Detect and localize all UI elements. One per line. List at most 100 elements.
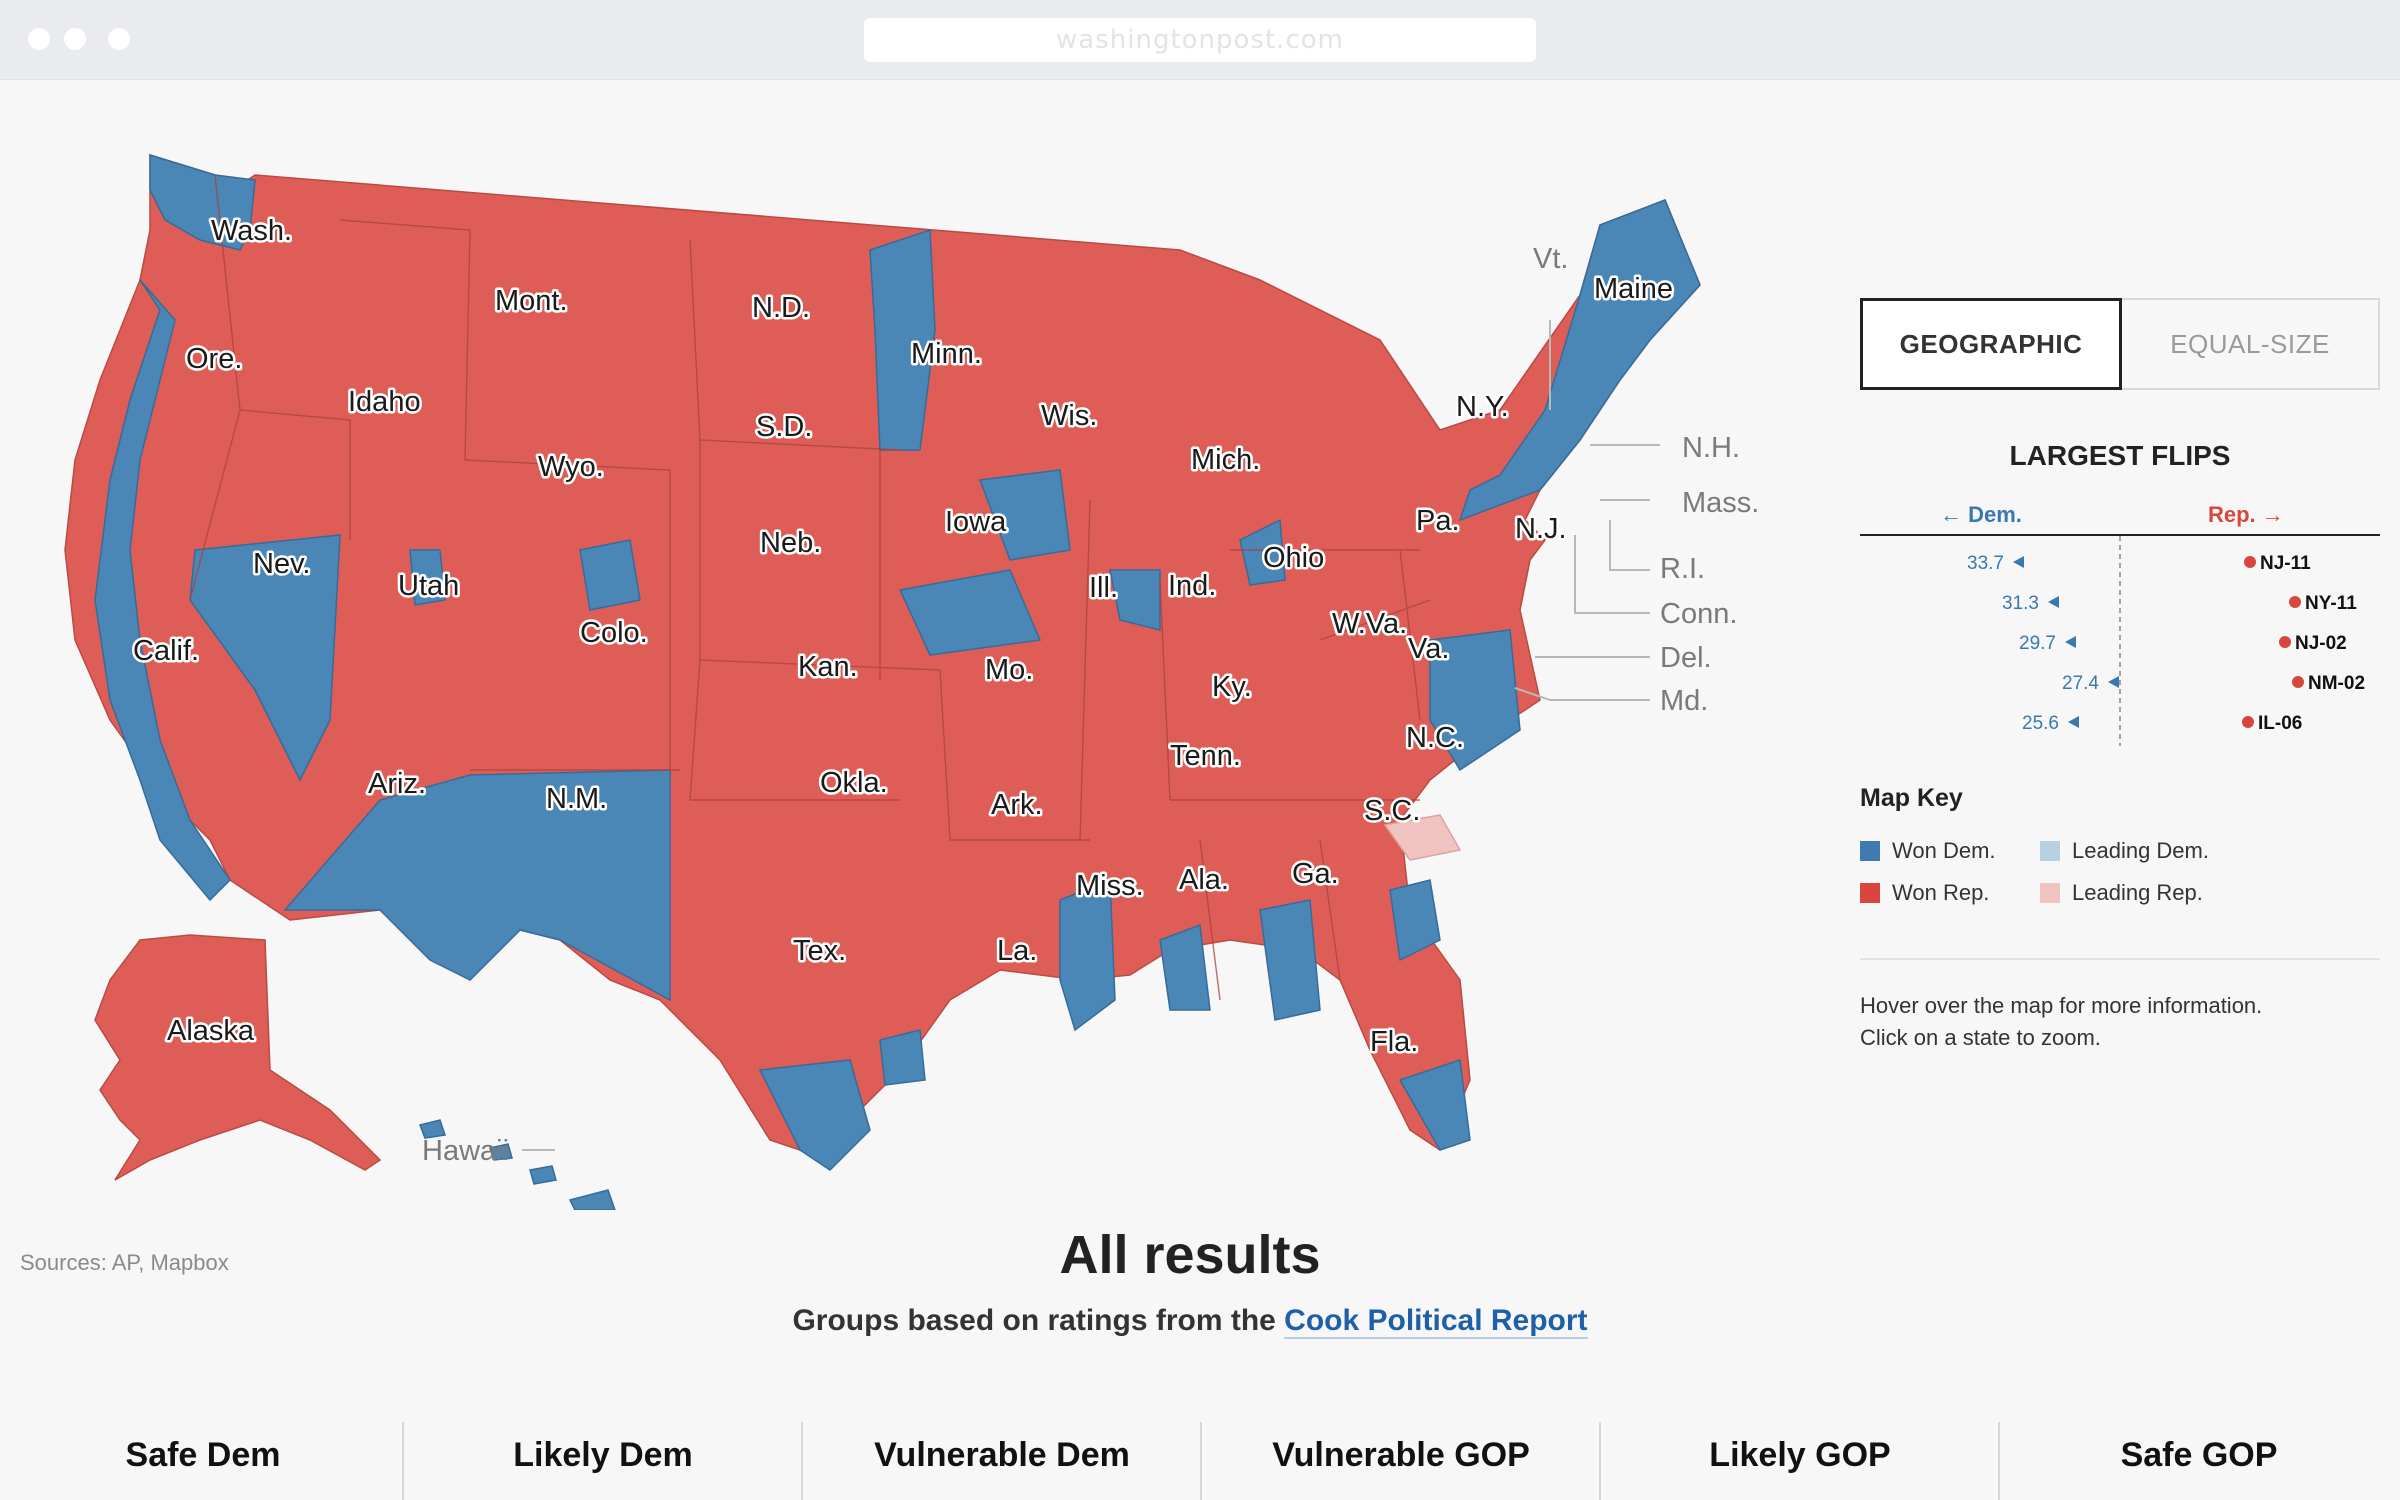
- map-region-leading-rep[interactable]: [1383, 814, 1462, 861]
- us-house-map[interactable]: Wash. Ore. Calif. Nev. Idaho Mont. Wyo. …: [0, 80, 1800, 1275]
- state-label-ky[interactable]: Ky.: [1210, 669, 1255, 706]
- state-label-mo[interactable]: Mo.: [983, 652, 1036, 689]
- state-label-ga[interactable]: Ga.: [1290, 856, 1342, 893]
- state-label-conn[interactable]: Conn.: [1660, 598, 1737, 630]
- state-label-tenn[interactable]: Tenn.: [1168, 738, 1244, 775]
- state-label-va[interactable]: Va.: [1406, 631, 1452, 668]
- state-label-nc[interactable]: N.C.: [1404, 720, 1467, 757]
- state-label-colo[interactable]: Colo.: [578, 615, 651, 652]
- arrow-left-icon: [2068, 716, 2079, 728]
- equal-size-view-button[interactable]: EQUAL-SIZE: [2122, 298, 2380, 390]
- key-item-won-rep: Won Rep.: [1860, 880, 1989, 906]
- state-label-okla[interactable]: Okla.: [818, 765, 891, 802]
- window-maximize-dot[interactable]: [108, 28, 130, 50]
- group-safe-gop[interactable]: Safe GOP: [2120, 1436, 2278, 1474]
- map-region-alaska[interactable]: [94, 934, 382, 1181]
- state-labels-layer: Wash. Ore. Calif. Nev. Idaho Mont. Wyo. …: [131, 213, 1760, 1168]
- divider: [1860, 958, 2380, 960]
- svg-text:25.6: 25.6: [2022, 713, 2059, 734]
- svg-text:NJ-02: NJ-02: [2295, 633, 2347, 654]
- state-label-neb[interactable]: Neb.: [758, 525, 824, 562]
- map-key-title: Map Key: [1860, 784, 1963, 812]
- svg-text:NJ-11: NJ-11: [2260, 553, 2311, 574]
- state-label-idaho[interactable]: Idaho: [346, 384, 424, 421]
- state-label-la[interactable]: La.: [995, 933, 1040, 970]
- state-label-minn[interactable]: Minn.: [909, 336, 985, 373]
- group-likely-dem[interactable]: Likely Dem: [513, 1436, 693, 1474]
- cook-political-report-link[interactable]: Cook Political Report: [1284, 1304, 1588, 1339]
- map-hint: Hover over the map for more information.…: [1860, 990, 2262, 1054]
- state-label-iowa[interactable]: Iowa: [943, 504, 1010, 541]
- state-label-sc[interactable]: S.C.: [1362, 793, 1423, 830]
- state-label-ariz[interactable]: Ariz.: [366, 766, 429, 803]
- divider: [1998, 1422, 2000, 1500]
- swatch-won-dem: [1860, 841, 1880, 861]
- flip-row[interactable]: 33.7 NJ-11: [1967, 553, 2311, 574]
- state-label-vt[interactable]: Vt.: [1533, 243, 1568, 275]
- rating-groups: Safe Dem Likely Dem Vulnerable Dem Vulne…: [0, 1422, 2400, 1500]
- map-sources: Sources: AP, Mapbox: [20, 1250, 229, 1275]
- state-label-wash[interactable]: Wash.: [209, 213, 295, 250]
- arrow-left-icon: [2048, 596, 2059, 608]
- state-label-ark[interactable]: Ark.: [989, 787, 1046, 824]
- state-borders: [189, 174, 1431, 1001]
- state-label-ri[interactable]: R.I.: [1660, 553, 1705, 585]
- state-label-maine[interactable]: Maine: [1592, 271, 1676, 308]
- state-label-nd[interactable]: N.D.: [750, 290, 813, 327]
- state-label-wis[interactable]: Wis.: [1039, 398, 1100, 435]
- svg-text:33.7: 33.7: [1967, 553, 2004, 574]
- results-title: All results: [1059, 1225, 1321, 1285]
- state-label-hawaii[interactable]: Hawaii: [422, 1135, 509, 1167]
- state-label-pa[interactable]: Pa.: [1414, 503, 1463, 540]
- state-label-sd[interactable]: S.D.: [754, 409, 815, 446]
- state-label-nm[interactable]: N.M.: [544, 781, 610, 818]
- state-label-miss[interactable]: Miss.: [1074, 868, 1147, 905]
- window-minimize-dot[interactable]: [64, 28, 86, 50]
- state-label-ny[interactable]: N.Y.: [1454, 389, 1512, 426]
- state-label-md[interactable]: Md.: [1660, 685, 1708, 717]
- state-label-ill[interactable]: Ill.: [1087, 570, 1121, 607]
- state-label-ohio[interactable]: Ohio: [1261, 540, 1327, 577]
- browser-chrome: washingtonpost.com: [0, 0, 2400, 80]
- state-label-tex[interactable]: Tex.: [791, 933, 849, 970]
- state-label-ind[interactable]: Ind.: [1166, 568, 1219, 605]
- window-close-dot[interactable]: [28, 28, 50, 50]
- state-label-alaska[interactable]: Alaska: [165, 1013, 258, 1050]
- key-label: Won Rep.: [1892, 880, 1990, 905]
- map-regions-dem[interactable]: [94, 153, 1701, 1210]
- state-label-wyo[interactable]: Wyo.: [536, 449, 607, 486]
- flip-direction-dem: ← Dem.: [1940, 502, 2022, 527]
- state-label-fla[interactable]: Fla.: [1368, 1024, 1421, 1061]
- map-svg[interactable]: [0, 80, 1800, 1210]
- state-label-nj[interactable]: N.J.: [1513, 511, 1570, 548]
- flip-row[interactable]: 29.7 NJ-02: [2019, 633, 2347, 654]
- state-label-del[interactable]: Del.: [1660, 642, 1712, 674]
- key-item-leading-rep: Leading Rep.: [2040, 880, 2203, 906]
- state-label-ala[interactable]: Ala.: [1177, 862, 1232, 899]
- state-label-calif[interactable]: Calif.: [131, 633, 202, 670]
- divider: [1599, 1422, 1601, 1500]
- group-vulnerable-dem[interactable]: Vulnerable Dem: [874, 1436, 1130, 1474]
- group-likely-gop[interactable]: Likely GOP: [1709, 1436, 1891, 1474]
- state-label-ore[interactable]: Ore.: [184, 341, 245, 378]
- state-label-mass[interactable]: Mass.: [1682, 487, 1759, 519]
- key-item-won-dem: Won Dem.: [1860, 838, 1996, 864]
- state-label-mont[interactable]: Mont.: [493, 283, 571, 320]
- state-label-kan[interactable]: Kan.: [796, 649, 861, 686]
- flip-row[interactable]: 31.3 NY-11: [2002, 593, 2357, 614]
- group-vulnerable-gop[interactable]: Vulnerable GOP: [1272, 1436, 1530, 1474]
- hint-line: Hover over the map for more information.: [1860, 993, 2263, 1018]
- state-label-utah[interactable]: Utah: [396, 568, 462, 605]
- address-bar[interactable]: washingtonpost.com: [864, 18, 1536, 62]
- flip-row[interactable]: 25.6 IL-06: [2022, 713, 2302, 734]
- state-label-wva[interactable]: W.Va.: [1330, 606, 1410, 643]
- state-label-mich[interactable]: Mich.: [1189, 442, 1263, 479]
- view-toggle: GEOGRAPHIC EQUAL-SIZE: [1860, 298, 2380, 390]
- svg-text:29.7: 29.7: [2019, 633, 2056, 654]
- flip-row[interactable]: 27.4 NM-02: [2062, 673, 2365, 694]
- geographic-view-button[interactable]: GEOGRAPHIC: [1860, 298, 2122, 390]
- state-label-nh[interactable]: N.H.: [1682, 432, 1740, 464]
- state-label-nev[interactable]: Nev.: [251, 546, 313, 583]
- svg-text:31.3: 31.3: [2002, 593, 2039, 614]
- group-safe-dem[interactable]: Safe Dem: [125, 1436, 281, 1474]
